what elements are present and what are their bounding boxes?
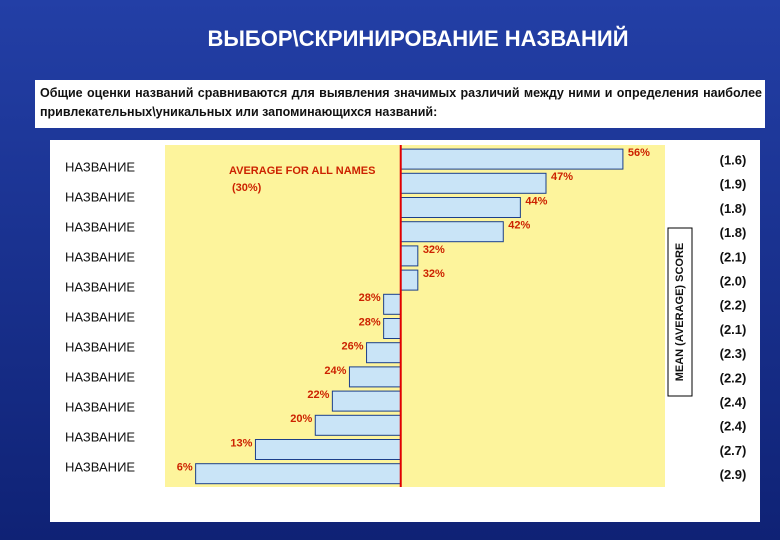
row-label: НАЗВАНИЕ [65,339,135,354]
value-label: 22% [307,389,329,401]
value-label: 6% [177,462,193,474]
mean-score: (2.0) [720,274,747,289]
mean-score: (2.2) [720,298,747,313]
row-label: НАЗВАНИЕ [65,309,135,324]
mean-score: (2.9) [720,467,747,482]
value-label: 24% [324,365,346,377]
subtitle: Общие оценки названий сравниваются для в… [40,86,762,119]
row-label: НАЗВАНИЕ [65,399,135,414]
row-label: НАЗВАНИЕ [65,279,135,294]
row-label: НАЗВАНИЕ [65,159,135,174]
value-label: 47% [551,171,573,183]
mean-score: (1.9) [720,177,747,192]
value-label: 56% [628,147,650,159]
value-label: 44% [525,195,547,207]
row-label: НАЗВАНИЕ [65,189,135,204]
mean-axis-label: MEAN (AVERAGE) SCORE [674,243,686,382]
mean-score: (2.2) [720,370,747,385]
row-label: НАЗВАНИЕ [65,369,135,384]
mean-score: (1.6) [720,153,747,168]
bar [366,342,402,364]
axis-label-box [667,227,693,397]
bar [400,148,624,170]
bar [400,269,419,291]
mean-score: (2.3) [720,346,747,361]
mean-score: (2.1) [720,322,747,337]
value-label: 42% [508,220,530,232]
row-label: НАЗВАНИЕ [65,249,135,264]
bar [400,221,504,243]
subtitle-band [35,80,765,128]
row-label: НАЗВАНИЕ [65,429,135,444]
mean-score: (2.4) [720,419,747,434]
average-label: (30%) [232,182,262,194]
title: ВЫБОР\СКРИНИРОВАНИЕ НАЗВАНИЙ [207,26,628,51]
value-label: 28% [359,316,381,328]
mean-score: (1.8) [720,225,747,240]
average-label: AVERAGE FOR ALL NAMES [229,165,375,177]
value-label: 20% [290,413,312,425]
value-label: 32% [423,244,445,256]
bar [383,318,402,339]
value-label: 26% [342,341,364,353]
bar [254,439,402,460]
value-label: 32% [423,268,445,280]
plot-area [165,145,665,487]
bar [400,197,521,218]
bar [400,245,419,267]
bar [383,293,402,315]
bar [348,366,402,388]
mean-score: (1.8) [720,201,747,216]
mean-score: (2.4) [720,395,747,410]
bar [195,463,402,485]
mean-score: (2.7) [720,443,747,458]
subtitle-box: Общие оценки названий сравниваются для в… [40,86,762,119]
value-label: 28% [359,292,381,304]
row-label: НАЗВАНИЕ [65,459,135,474]
bar [331,390,402,412]
bar [314,414,402,436]
mean-score: (2.1) [720,249,747,264]
value-label: 13% [230,437,252,449]
bar [400,172,547,194]
row-label: НАЗВАНИЕ [65,219,135,234]
